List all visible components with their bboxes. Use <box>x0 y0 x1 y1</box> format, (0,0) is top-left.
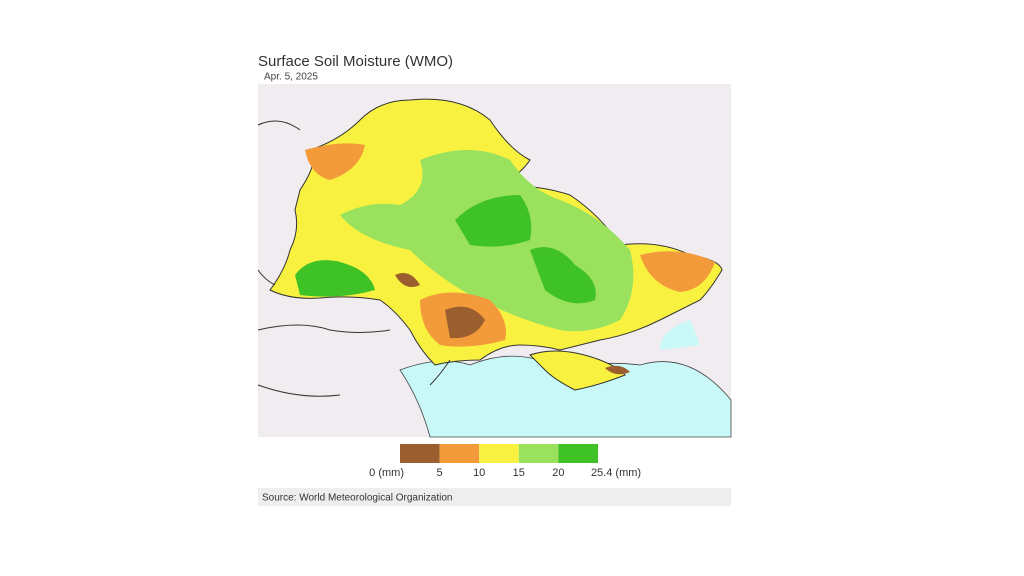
region-driest <box>445 306 485 339</box>
legend-swatch <box>558 444 598 463</box>
border <box>257 120 451 397</box>
legend-swatch <box>518 444 559 463</box>
legend-swatch <box>439 444 480 463</box>
source: Source: World Meteorological Organizatio… <box>262 493 452 504</box>
legend: 0 (mm) 5 10 15 20 25.4 (mm) <box>369 444 641 479</box>
legend-swatch <box>400 444 440 463</box>
crimea <box>529 350 626 391</box>
region-wettest <box>295 260 375 297</box>
sea <box>660 320 700 350</box>
sea <box>399 355 732 438</box>
legend-label: 15 <box>513 467 525 479</box>
region-wettest <box>530 247 596 304</box>
legend-swatch <box>479 444 519 463</box>
map <box>257 84 732 438</box>
legend-label: 25.4 (mm) <box>591 467 641 479</box>
legend-label: 20 <box>552 467 564 479</box>
title: Surface Soil Moisture (WMO) <box>258 53 453 70</box>
region-dry <box>305 143 365 180</box>
region-wettest <box>455 195 532 247</box>
region-driest <box>605 365 630 375</box>
footer-band <box>258 488 731 506</box>
legend-label: 10 <box>473 467 485 479</box>
region-dry <box>640 251 715 292</box>
region-driest <box>395 272 420 288</box>
legend-label: 5 <box>437 467 443 479</box>
date: Apr. 5, 2025 <box>264 72 318 83</box>
legend-label: 0 (mm) <box>369 467 404 479</box>
